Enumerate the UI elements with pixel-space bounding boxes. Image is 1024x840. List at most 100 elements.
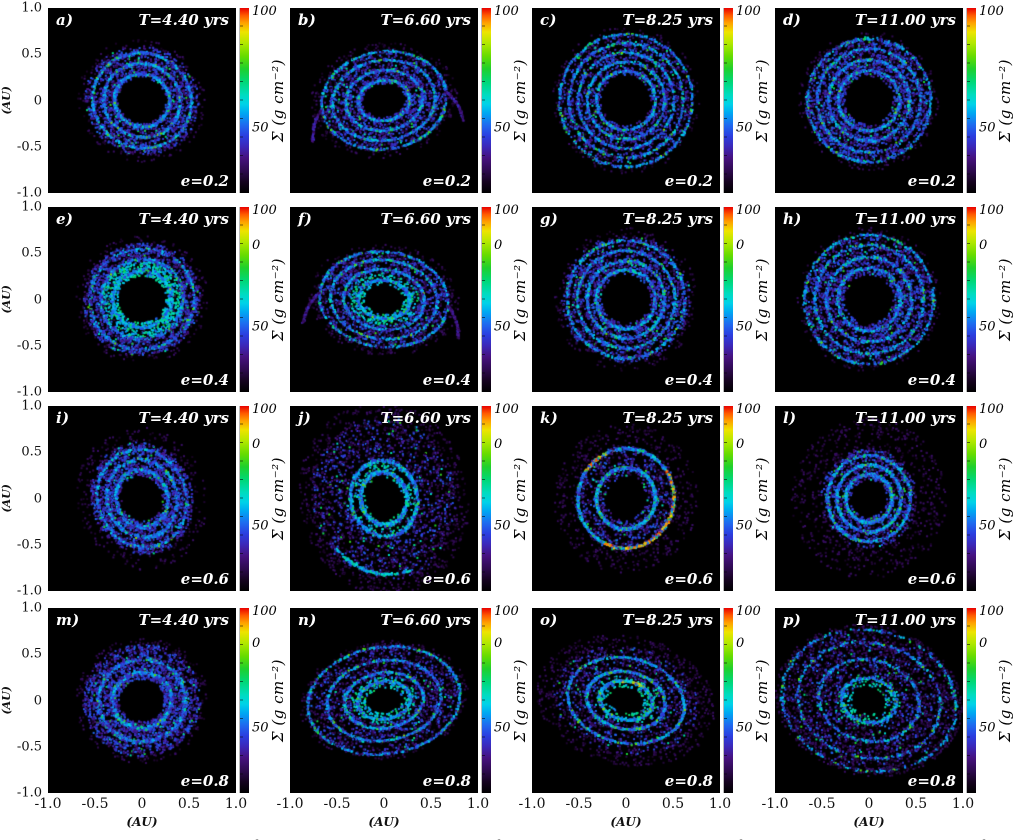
colorbar-label: Σ (g cm⁻²) [996, 658, 1014, 742]
colorbar-tick-100: 100 [494, 203, 519, 218]
y-tick: 0 [33, 93, 42, 108]
disk-image [290, 406, 478, 591]
colorbar [481, 207, 491, 392]
panel-time-label: T=6.60 yrs [380, 409, 471, 427]
y-tick: -1.0 [16, 384, 42, 400]
colorbar-tick-50: 50 [736, 518, 753, 534]
panel-time-label: T=6.60 yrs [380, 210, 471, 228]
disk-image [48, 207, 236, 392]
colorbar [481, 608, 491, 793]
colorbar-label: Σ (g cm⁻²) [511, 658, 529, 742]
colorbar-tick-50: 50 [252, 319, 269, 335]
colorbar-tick-0: 0 [494, 238, 503, 253]
panel-eccentricity-label: e=0.6 [422, 570, 471, 588]
panel-time-label: T=4.40 yrs [138, 11, 229, 29]
y-tick: 1.0 [21, 398, 42, 414]
colorbar-tick-100: 100 [252, 203, 277, 218]
y-axis-label-wrap: (AU) [0, 608, 13, 793]
colorbar-label-wrap: Σ (g cm⁻²) [996, 8, 1014, 193]
disk-image [290, 207, 478, 392]
x-tick: 1.0 [224, 796, 248, 812]
panel-b: b) T=6.60 yrs e=0.2 100 50 0 Σ (g cm⁻²) [290, 4, 540, 252]
panel-time-label: T=4.40 yrs [138, 210, 229, 228]
disk-image [532, 608, 720, 793]
disk-plot: c) T=8.25 yrs e=0.2 [532, 8, 720, 193]
x-tick: -1.0 [34, 796, 62, 812]
colorbar-label: Σ (g cm⁻²) [511, 257, 529, 341]
colorbar-tick-50: 50 [736, 720, 753, 736]
colorbar-label: Σ (g cm⁻²) [753, 257, 771, 341]
colorbar-label: Σ (g cm⁻²) [753, 456, 771, 540]
panel-f: f) T=6.60 yrs e=0.4 100 50 0 Σ (g cm⁻²) [290, 203, 540, 451]
panel-d: d) T=11.00 yrs e=0.2 100 50 0 Σ (g cm⁻²) [775, 5, 1024, 252]
panel-eccentricity-label: e=0.4 [664, 371, 713, 389]
y-tick: 0 [33, 292, 42, 307]
colorbar-label: Σ (g cm⁻²) [269, 456, 287, 540]
x-axis-ticks: -1.0 -0.5 0 0.5 1.0 [277, 796, 490, 812]
colorbar-tick-50: 50 [494, 120, 511, 136]
colorbar-tick-0: 0 [979, 437, 988, 452]
panel-letter: c) [540, 11, 557, 29]
y-axis-label: (AU) [0, 285, 13, 314]
panel-time-label: T=4.40 yrs [138, 611, 229, 629]
colorbar [481, 406, 491, 591]
panel-time-label: T=8.25 yrs [622, 11, 713, 29]
colorbar-tick-50: 50 [979, 720, 996, 736]
colorbar-tick-50: 50 [494, 518, 511, 534]
disk-plot: g) T=8.25 yrs e=0.4 [532, 207, 720, 392]
colorbar [966, 8, 976, 193]
colorbar-tick-50: 50 [494, 319, 511, 335]
colorbar-tick-100: 100 [736, 4, 761, 19]
colorbar-tick-0: 0 [979, 238, 988, 253]
panel-n: n) T=6.60 yrs e=0.8 100 50 0 Σ (g cm⁻²) -1.0 -0.… [277, 605, 540, 840]
panel-a: a) T=4.40 yrs e=0.2 100 50 0 Σ (g cm⁻²) 1.0 0.5 0… [0, 1, 298, 253]
panel-o: o) T=8.25 yrs e=0.8 100 50 0 Σ (g cm⁻²) -1.0 -0.… [519, 605, 782, 840]
x-tick: 1.0 [708, 796, 732, 812]
disk-image [532, 8, 720, 193]
panel-eccentricity-label: e=0.2 [907, 172, 956, 190]
disk-image [775, 207, 963, 392]
y-tick: 0 [33, 693, 42, 708]
disk-image [532, 406, 720, 591]
y-axis-label: (AU) [0, 484, 13, 513]
disk-image [290, 608, 478, 793]
panel-i: i) T=4.40 yrs e=0.6 100 50 0 Σ (g cm⁻²) 1.0 0.5 0… [0, 399, 298, 651]
colorbar [239, 608, 249, 793]
panel-eccentricity-label: e=0.6 [907, 570, 956, 588]
panel-letter: f) [298, 210, 313, 228]
panel-letter: m) [56, 611, 80, 629]
colorbar-tick-100: 100 [494, 4, 519, 19]
disk-plot: p) T=11.00 yrs e=0.8 [775, 608, 963, 793]
colorbar-label: Σ (g cm⁻²) [996, 456, 1014, 540]
y-tick: -0.5 [16, 139, 42, 155]
disk-image [48, 406, 236, 591]
x-axis-ticks: -1.0 -0.5 0 0.5 1.0 [762, 796, 975, 812]
panel-eccentricity-label: e=0.4 [422, 371, 471, 389]
panel-letter: h) [783, 210, 802, 228]
x-tick: 0.5 [419, 796, 443, 812]
colorbar-label-wrap: Σ (g cm⁻²) [511, 406, 529, 591]
y-tick: 1.0 [21, 0, 42, 16]
panel-eccentricity-label: e=0.2 [180, 172, 229, 190]
disk-plot: m) T=4.40 yrs e=0.8 [48, 608, 236, 793]
colorbar-tick-50: 50 [252, 720, 269, 736]
colorbar-label-wrap: Σ (g cm⁻²) [753, 406, 771, 591]
colorbar-tick-0: 0 [252, 238, 261, 253]
y-axis-label-wrap: (AU) [0, 406, 13, 591]
colorbar-tick-50: 50 [736, 319, 753, 335]
panel-time-label: T=11.00 yrs [855, 11, 956, 29]
colorbar-tick-100: 100 [736, 402, 761, 417]
colorbar-label-wrap: Σ (g cm⁻²) [511, 608, 529, 793]
disk-image [290, 8, 478, 193]
colorbar [723, 608, 733, 793]
disk-plot: o) T=8.25 yrs e=0.8 [532, 608, 720, 793]
colorbar-tick-100: 100 [252, 604, 277, 619]
panel-time-label: T=4.40 yrs [138, 409, 229, 427]
x-tick: 1.0 [951, 796, 975, 812]
colorbar-label-wrap: Σ (g cm⁻²) [996, 207, 1014, 392]
colorbar [239, 406, 249, 591]
x-tick: -0.5 [81, 796, 109, 812]
y-tick: -1.0 [16, 583, 42, 599]
y-axis-label-wrap: (AU) [0, 8, 13, 193]
x-tick: 0.5 [661, 796, 685, 812]
